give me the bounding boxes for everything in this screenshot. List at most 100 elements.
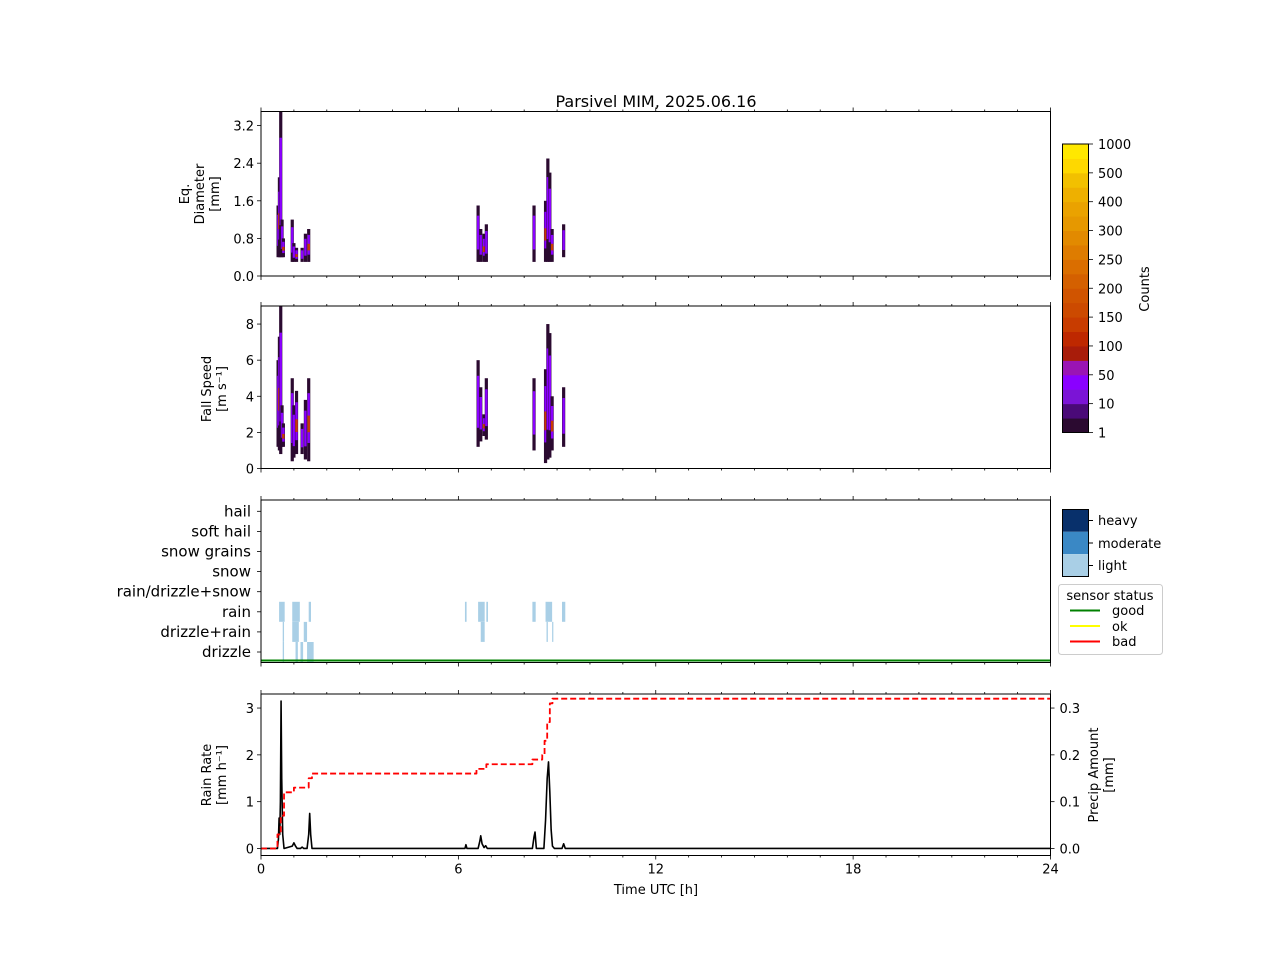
diameter-ylabel-line-1: Eq. bbox=[178, 184, 193, 205]
diameter-column-core bbox=[304, 238, 307, 256]
fallspeed-column-core bbox=[279, 332, 282, 422]
status-ok-label: ok bbox=[1112, 620, 1128, 635]
fallspeed-column-core bbox=[546, 348, 550, 430]
intensity-swatch-heavy bbox=[1062, 509, 1089, 532]
precip-type-mark bbox=[480, 621, 485, 642]
colorbar-tick-label: 10 bbox=[1098, 398, 1115, 413]
fallspeed-panel: 0 2 4 6 8 Fall Speed [m s⁻¹] bbox=[200, 302, 1051, 478]
precip-type-label: soft hail bbox=[191, 522, 251, 540]
precip-amount-ylabel-line-2: [mm] bbox=[1102, 757, 1117, 792]
precip-type-mark bbox=[303, 621, 308, 642]
rain-rate-ylabel-line-2: [mm h⁻¹] bbox=[215, 745, 230, 805]
precip-type-label: hail bbox=[224, 502, 251, 520]
fallspeed-x-ticks bbox=[260, 302, 1051, 473]
x-tick-label: 0 bbox=[257, 863, 265, 878]
fallspeed-ylabel-line-1: Fall Speed bbox=[200, 356, 215, 422]
colorbar-segment bbox=[1062, 345, 1089, 361]
fallspeed-column-peak bbox=[482, 424, 486, 429]
fallspeed-column-peak bbox=[282, 433, 285, 439]
colorbar-tick-label: 250 bbox=[1098, 253, 1123, 268]
x-tick-label: 18 bbox=[845, 863, 862, 878]
fallspeed-column-peak bbox=[544, 411, 547, 431]
rain-rate-y-tick-label: 1 bbox=[246, 796, 254, 811]
counts-colorbar-ticks: 1 10 50 100 150 200 250 300 400 500 1000 bbox=[1088, 138, 1131, 442]
colorbar-segment bbox=[1062, 389, 1089, 405]
colorbar-segment bbox=[1062, 216, 1089, 232]
x-tick-label: 24 bbox=[1042, 863, 1059, 878]
colorbar-segment bbox=[1062, 331, 1089, 347]
sensor-status-legend-title: sensor status bbox=[1066, 589, 1153, 604]
fallspeed-column-core bbox=[476, 375, 480, 428]
fallspeed-column-core bbox=[304, 410, 307, 447]
diameter-column-core bbox=[279, 137, 282, 226]
precip-type-label: snow bbox=[212, 563, 251, 581]
diameter-y-tick-label: 3.2 bbox=[233, 120, 254, 135]
x-tick-label: 6 bbox=[454, 863, 462, 878]
colorbar-segment bbox=[1062, 418, 1089, 433]
diameter-y-axis: 0.0 0.8 1.6 2.4 3.2 bbox=[233, 120, 261, 285]
precip-type-mark bbox=[300, 642, 304, 662]
counts-colorbar-label: Counts bbox=[1138, 266, 1153, 312]
precip-type-mark bbox=[478, 601, 485, 622]
diameter-column-core bbox=[548, 188, 552, 243]
fallspeed-column-core bbox=[479, 397, 482, 430]
colorbar-tick-label: 500 bbox=[1098, 167, 1123, 182]
precip-type-mark bbox=[295, 642, 298, 662]
fallspeed-column-core bbox=[300, 428, 304, 448]
diameter-column-peak bbox=[550, 243, 554, 251]
fallspeed-column-core bbox=[291, 393, 294, 444]
diameter-column-core bbox=[479, 234, 482, 255]
fallspeed-ylabel-line-2: [m s⁻¹] bbox=[215, 366, 230, 412]
precip-type-mark bbox=[552, 621, 554, 642]
precip-type-label: drizzle+rain bbox=[160, 623, 251, 641]
intensity-label-moderate: moderate bbox=[1098, 537, 1161, 552]
precip-type-mark bbox=[464, 601, 467, 622]
precip-type-mark bbox=[307, 642, 314, 662]
precip-type-mark bbox=[292, 601, 300, 622]
intensity-label-light: light bbox=[1098, 559, 1127, 574]
precip-type-mark bbox=[561, 601, 566, 622]
colorbar-segment bbox=[1062, 288, 1089, 304]
diameter-x-ticks bbox=[260, 107, 1051, 280]
rain-rate-ylabel-line-1: Rain Rate bbox=[200, 744, 215, 807]
fallspeed-column-core bbox=[562, 397, 565, 434]
precip-type-y-axis: drizzle drizzle+rain rain rain/drizzle+snow… bbox=[117, 502, 261, 661]
rain-series-lines bbox=[261, 697, 1051, 850]
precip-amount-y-tick-label: 0.2 bbox=[1060, 749, 1081, 764]
precip-type-mark bbox=[546, 621, 548, 642]
precip-type-label: snow grains bbox=[161, 543, 251, 561]
colorbar-segment bbox=[1062, 317, 1089, 333]
diameter-ylabel-line-3: [mm] bbox=[208, 176, 223, 211]
rain-rate-y-tick-label: 2 bbox=[246, 749, 254, 764]
diameter-ylabel-line-2: Diameter bbox=[193, 163, 208, 224]
sensor-status-legend-box bbox=[1058, 584, 1163, 655]
diameter-distribution-marks bbox=[276, 111, 566, 262]
diameter-column-core bbox=[562, 230, 565, 250]
precip-type-marks bbox=[279, 601, 566, 662]
precip-type-mark bbox=[292, 621, 299, 642]
colorbar-segment bbox=[1062, 230, 1089, 246]
colorbar-tick-label: 400 bbox=[1098, 196, 1123, 211]
colorbar-tick-label: 1 bbox=[1098, 427, 1106, 442]
counts-colorbar-segments bbox=[1062, 144, 1089, 433]
precip-amount-ylabel-line-1: Precip Amount bbox=[1087, 728, 1102, 823]
colorbar-segment bbox=[1062, 302, 1089, 318]
diameter-column-core bbox=[291, 227, 294, 253]
diameter-axes-frame bbox=[260, 111, 1051, 277]
precip-type-panel: drizzle drizzle+rain rain rain/drizzle+snow… bbox=[117, 496, 1051, 667]
rain-rate-y-tick-label: 3 bbox=[246, 702, 254, 717]
diameter-column-core bbox=[292, 246, 296, 258]
fallspeed-column-peak bbox=[295, 419, 298, 432]
precip-type-mark bbox=[486, 601, 488, 622]
colorbar-tick-label: 50 bbox=[1098, 369, 1115, 384]
diameter-column-core bbox=[546, 177, 550, 240]
fallspeed-y-tick-label: 6 bbox=[246, 354, 254, 369]
precip-type-mark bbox=[532, 601, 536, 622]
fallspeed-y-axis: 0 2 4 6 8 bbox=[246, 318, 261, 478]
fallspeed-column-core bbox=[548, 355, 552, 431]
colorbar-tick-label: 300 bbox=[1098, 225, 1123, 240]
diameter-column-peak bbox=[307, 243, 310, 251]
precip-type-x-ticks bbox=[260, 496, 1051, 667]
precip-type-mark bbox=[545, 601, 553, 622]
colorbar-segment bbox=[1062, 374, 1089, 390]
